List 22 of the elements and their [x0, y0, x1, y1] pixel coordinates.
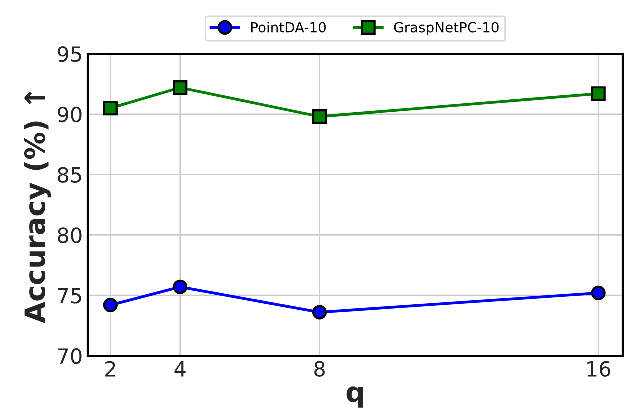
point	[173, 80, 188, 96]
point	[103, 101, 118, 116]
y-tick-label: 70	[58, 348, 82, 364]
legend-label: PointDA-10	[251, 22, 326, 33]
x-tick-label: 2	[106, 361, 116, 377]
y-tick-label: 85	[58, 167, 82, 184]
x-tick-label: 4	[174, 362, 186, 377]
point	[591, 286, 606, 300]
point	[103, 298, 118, 313]
y-tick-label: 75	[58, 288, 82, 304]
y-axis-title: Accuracy (%) ↑	[24, 92, 52, 324]
x-axis-title: q	[346, 386, 364, 408]
y-tick-label: 95	[58, 46, 82, 62]
point	[312, 110, 328, 124]
point	[591, 86, 606, 102]
legend-label: GraspNetPC-10	[394, 22, 499, 36]
y-tick-label: 90	[58, 106, 82, 123]
x-tick-label: 16	[588, 361, 611, 377]
point	[173, 280, 188, 294]
x-tick-label: 8	[314, 361, 325, 377]
point	[312, 305, 328, 320]
y-tick-label: 80	[58, 228, 82, 244]
